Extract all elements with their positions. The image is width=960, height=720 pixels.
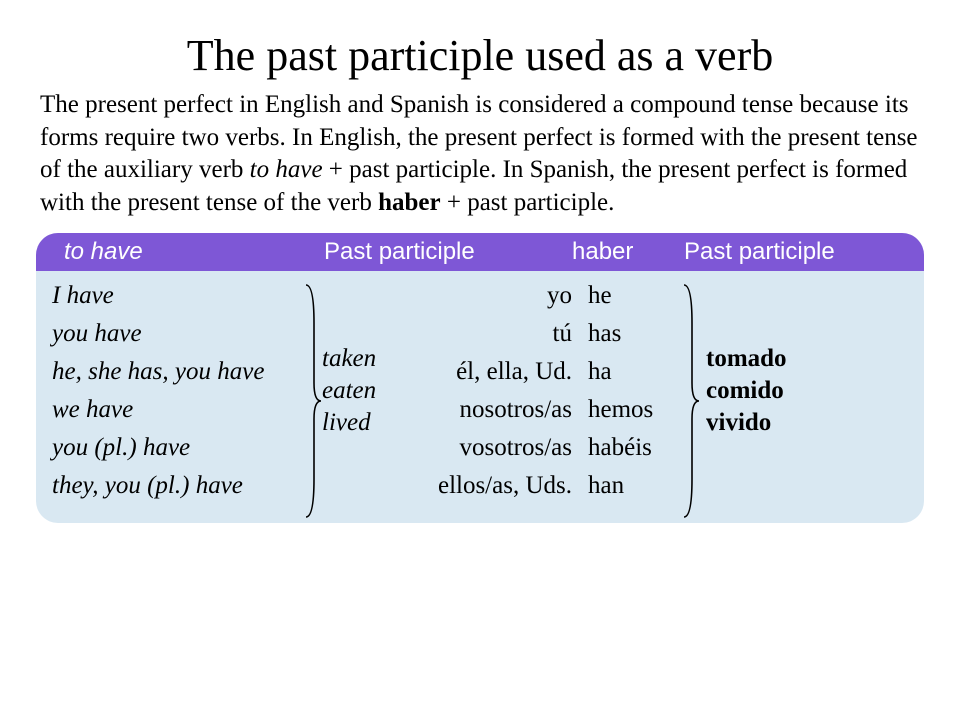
eng-participle: taken <box>322 343 412 375</box>
eng-form: you have <box>52 315 304 353</box>
brace-icon <box>304 283 322 519</box>
eng-form: they, you (pl.) have <box>52 467 304 505</box>
brace-icon <box>682 283 700 519</box>
es-participle: tomado <box>706 343 914 375</box>
haber-forms-column: he has ha hemos habéis han <box>582 277 682 505</box>
table-header: to have Past participle haber Past parti… <box>36 233 924 271</box>
spanish-participles-column: tomado comido vivido <box>702 277 914 505</box>
eng-form: he, she has, you have <box>52 353 304 391</box>
explanation-paragraph: The present perfect in English and Spani… <box>40 89 920 219</box>
es-pronoun: yo <box>412 277 572 315</box>
conjugation-table: to have Past participle haber Past parti… <box>36 233 924 523</box>
english-forms-column: I have you have he, she has, you have we… <box>52 277 304 505</box>
eng-participle: eaten <box>322 375 412 407</box>
slide: The past participle used as a verb The p… <box>0 0 960 523</box>
spanish-pronouns-column: yo tú él, ella, Ud. nosotros/as vosotros… <box>412 277 582 505</box>
es-pronoun: nosotros/as <box>412 391 572 429</box>
haber-form: ha <box>588 353 682 391</box>
header-haber: haber <box>572 238 684 266</box>
haber-form: hemos <box>588 391 682 429</box>
para-italic: to have <box>250 156 323 183</box>
table-body: I have you have he, she has, you have we… <box>36 271 924 523</box>
eng-form: we have <box>52 391 304 429</box>
english-participles-column: taken eaten lived <box>322 277 412 505</box>
es-pronoun: tú <box>412 315 572 353</box>
es-participle: comido <box>706 375 914 407</box>
header-past-participle-en: Past participle <box>324 238 572 266</box>
header-to-have: to have <box>36 238 324 266</box>
para-part-3: + past participle. <box>441 189 615 216</box>
haber-form: has <box>588 315 682 353</box>
brace-right <box>682 277 702 505</box>
es-pronoun: ellos/as, Uds. <box>412 467 572 505</box>
slide-title: The past participle used as a verb <box>40 30 920 81</box>
brace-left <box>304 277 322 505</box>
header-past-participle-es: Past participle <box>684 238 924 266</box>
es-pronoun: él, ella, Ud. <box>412 353 572 391</box>
haber-form: he <box>588 277 682 315</box>
haber-form: habéis <box>588 429 682 467</box>
eng-form: you (pl.) have <box>52 429 304 467</box>
para-bold: haber <box>378 189 441 216</box>
es-participle: vivido <box>706 407 914 439</box>
eng-participle: lived <box>322 407 412 439</box>
eng-form: I have <box>52 277 304 315</box>
es-pronoun: vosotros/as <box>412 429 572 467</box>
haber-form: han <box>588 467 682 505</box>
